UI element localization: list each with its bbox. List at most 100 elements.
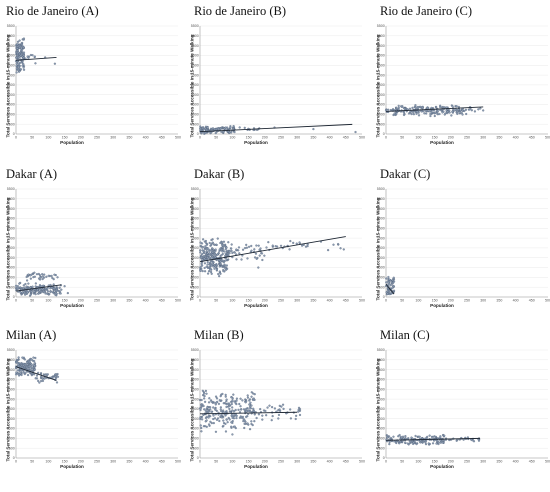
data-point (277, 417, 280, 420)
y-tick-label: 0 (197, 295, 199, 299)
x-tick-label: 0 (385, 460, 387, 464)
y-tick-label: 2500 (377, 83, 385, 87)
data-point (222, 409, 225, 412)
data-point (327, 249, 330, 252)
data-point (203, 392, 206, 395)
x-tick-label: 150 (432, 299, 438, 303)
y-tick-label: 1000 (377, 437, 385, 441)
data-point (210, 410, 213, 413)
x-tick-label: 50 (30, 136, 34, 140)
y-tick-label: 500 (9, 285, 15, 289)
data-point (238, 402, 241, 406)
data-point (228, 252, 231, 255)
data-point (50, 286, 54, 289)
data-point (222, 130, 225, 133)
data-point (52, 376, 55, 379)
data-point (235, 417, 238, 420)
y-tick-label: 1000 (377, 276, 385, 280)
data-point (207, 409, 210, 413)
data-point (274, 245, 277, 248)
y-tick-label: 5000 (377, 197, 385, 201)
data-point (277, 413, 281, 416)
data-point (213, 417, 217, 420)
data-point (199, 251, 202, 254)
data-point (203, 408, 206, 411)
x-tick-label: 450 (529, 299, 535, 303)
data-point (460, 111, 463, 115)
y-tick-label: 5500 (7, 187, 15, 191)
data-point (388, 278, 391, 281)
y-tick-label: 4000 (7, 54, 15, 58)
data-point (216, 253, 219, 256)
data-point (242, 417, 245, 421)
data-point (250, 395, 253, 398)
data-point (213, 255, 216, 258)
data-point (210, 272, 213, 275)
y-tick-label: 2500 (191, 407, 199, 411)
chart-panel: Milan (C) 0 500 1000 1500 2000 2500 3000 3500 400… (376, 328, 550, 486)
data-point (224, 430, 228, 433)
y-tick-label: 2000 (7, 93, 15, 97)
chart-panel: Rio de Janeiro (C) 0 500 1000 1500 2000 2500 30… (376, 4, 550, 162)
y-tick-label: 2000 (377, 93, 385, 97)
data-point (257, 266, 260, 269)
data-point (38, 277, 41, 280)
trend-line (199, 411, 298, 415)
data-point (211, 400, 215, 403)
trend-line (385, 283, 395, 295)
data-point (431, 436, 434, 439)
data-point (217, 127, 220, 130)
data-point (42, 284, 45, 287)
x-tick-label: 100 (415, 136, 421, 140)
data-point (237, 408, 240, 411)
data-point (235, 397, 238, 400)
data-point (267, 241, 270, 244)
data-point (429, 112, 432, 116)
data-point (204, 400, 207, 403)
data-point (251, 424, 254, 427)
data-point (218, 270, 221, 273)
data-point (428, 434, 431, 437)
data-point (252, 398, 255, 401)
data-point (456, 109, 459, 113)
x-tick-label: 400 (327, 299, 333, 303)
data-point (402, 437, 405, 440)
data-point (16, 52, 19, 56)
data-point (53, 62, 56, 65)
x-tick-label: 350 (126, 460, 132, 464)
data-point (227, 402, 231, 405)
x-tick-label: 350 (496, 299, 502, 303)
data-point (34, 62, 37, 65)
data-point (465, 112, 468, 116)
data-point (442, 439, 446, 442)
y-tick-label: 3000 (377, 236, 385, 240)
x-tick-label: 100 (45, 136, 51, 140)
data-point (212, 422, 215, 425)
x-axis-label: Population (430, 303, 454, 308)
data-point (458, 111, 461, 114)
y-tick-label: 5500 (191, 24, 199, 28)
data-point (33, 275, 36, 278)
data-point (234, 408, 237, 412)
data-point (433, 114, 436, 118)
data-point (451, 110, 454, 113)
data-point (271, 406, 274, 409)
y-tick-label: 5000 (7, 34, 15, 38)
trend-line (15, 284, 62, 292)
data-point (238, 126, 241, 129)
data-point (441, 105, 444, 109)
data-point (280, 405, 283, 408)
data-point (224, 267, 227, 270)
x-tick-label: 50 (214, 136, 218, 140)
data-point (31, 366, 34, 370)
trend-line (385, 106, 484, 112)
data-point (209, 270, 213, 274)
data-point (202, 250, 205, 253)
data-point (206, 126, 209, 129)
data-point (266, 406, 269, 409)
data-point (200, 398, 203, 402)
data-point (27, 273, 30, 276)
y-tick-label: 0 (13, 132, 15, 136)
data-point (27, 282, 30, 285)
trend-line (199, 123, 353, 133)
